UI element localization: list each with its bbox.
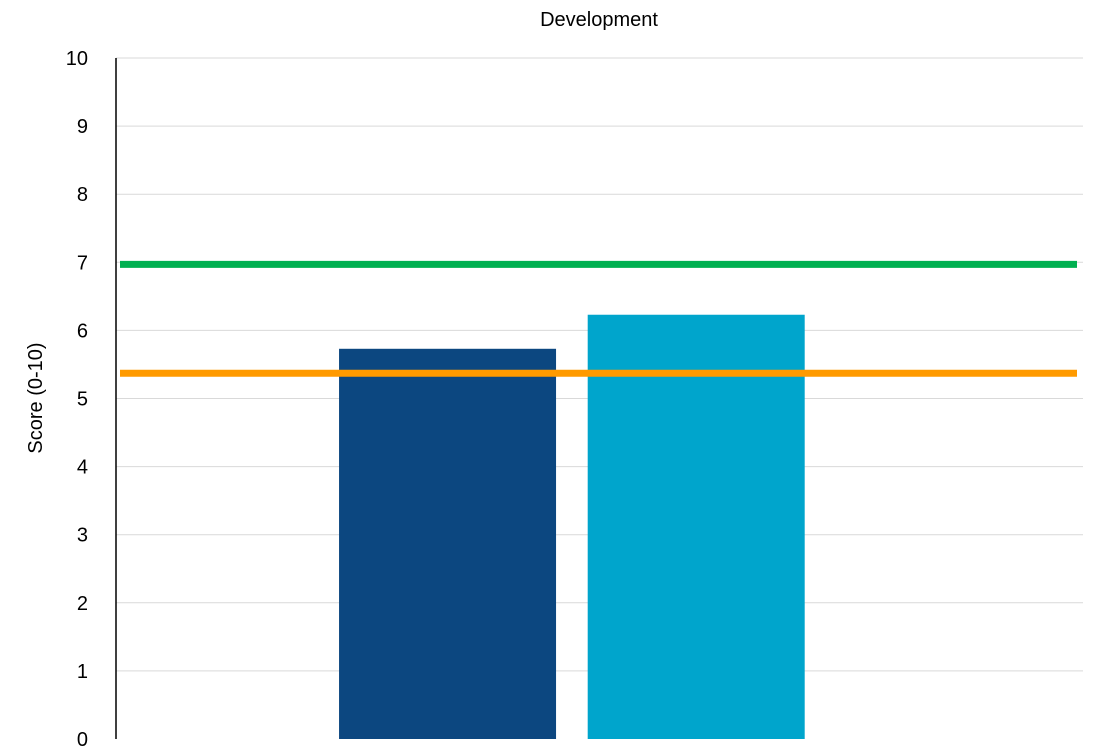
y-tick-label: 1: [77, 661, 88, 683]
y-tick-label: 5: [77, 389, 88, 411]
bar-2: [587, 314, 805, 739]
chart-title: Development: [540, 9, 658, 31]
y-tick-label: 8: [77, 184, 88, 206]
bars: [339, 314, 805, 739]
reference-lines: [120, 260, 1077, 377]
y-axis-title: Score (0-10): [25, 342, 47, 453]
bar-1: [339, 348, 557, 739]
y-tick-label: 10: [66, 48, 88, 70]
y-tick-label: 4: [77, 457, 88, 479]
y-tick-label: 7: [77, 252, 88, 274]
y-tick-label: 9: [77, 116, 88, 138]
y-tick-label: 0: [77, 729, 88, 751]
y-axis-ticks: 0 1 2 3 4 5 6 7 8 9 10: [66, 48, 88, 751]
y-tick-label: 3: [77, 525, 88, 547]
y-tick-label: 6: [77, 320, 88, 342]
y-tick-label: 2: [77, 593, 88, 615]
